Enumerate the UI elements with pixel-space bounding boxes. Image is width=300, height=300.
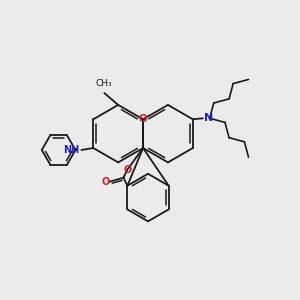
Text: CH₃: CH₃ [95,79,112,88]
Text: NH: NH [63,145,80,155]
Text: N: N [204,113,213,123]
Text: O: O [139,114,147,124]
Text: O: O [101,177,110,187]
Text: O: O [123,165,131,175]
